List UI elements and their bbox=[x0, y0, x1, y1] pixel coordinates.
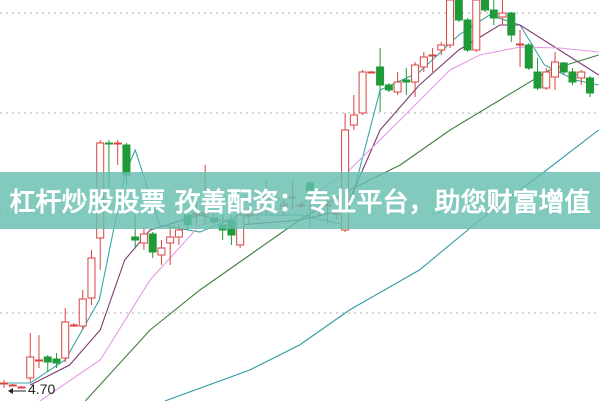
candle-body bbox=[542, 71, 551, 89]
candle-body bbox=[384, 84, 393, 91]
candle-body bbox=[393, 81, 402, 93]
candle-body bbox=[34, 359, 43, 362]
candle-body bbox=[61, 321, 70, 359]
candle-body bbox=[428, 54, 437, 57]
candle-body bbox=[437, 44, 446, 51]
candle-body bbox=[122, 144, 131, 176]
candle-body bbox=[52, 358, 61, 364]
low-marker-arrowhead bbox=[8, 388, 13, 394]
candle-body bbox=[516, 43, 525, 46]
candle-body bbox=[358, 71, 367, 114]
candle-body bbox=[446, 0, 455, 46]
candle-body bbox=[568, 71, 577, 83]
candle-body bbox=[113, 142, 122, 145]
candle-body bbox=[104, 142, 113, 145]
candle-body bbox=[0, 382, 8, 385]
low-price-label: 4.70 bbox=[28, 381, 56, 397]
candle-body bbox=[157, 247, 166, 256]
banner-text: 杠杆炒股股票 孜善配资：专业平台，助您财富增值 bbox=[9, 188, 591, 218]
candle-body bbox=[17, 386, 26, 389]
candle-body bbox=[402, 79, 411, 83]
candle-body bbox=[524, 44, 533, 69]
candle-body bbox=[419, 56, 428, 68]
promo-banner: 杠杆炒股股票 孜善配资：专业平台，助您财富增值 bbox=[0, 172, 600, 229]
candle-body bbox=[559, 62, 568, 73]
candle-body bbox=[551, 61, 560, 78]
candle-body bbox=[489, 9, 498, 19]
candle-body bbox=[166, 236, 175, 244]
candle-body bbox=[577, 71, 586, 79]
candle-body bbox=[8, 384, 17, 387]
candle-body bbox=[498, 12, 507, 18]
candle-body bbox=[376, 66, 385, 86]
candle-body bbox=[131, 236, 140, 241]
candle-body bbox=[586, 77, 594, 94]
candle-body bbox=[174, 229, 183, 238]
candle-body bbox=[507, 12, 516, 36]
candle-body bbox=[463, 19, 472, 51]
candle-body bbox=[87, 257, 96, 299]
candle-body bbox=[472, 0, 481, 51]
candle-body bbox=[148, 233, 157, 253]
candle-body bbox=[139, 233, 148, 244]
candle-body bbox=[43, 356, 52, 363]
candle-body bbox=[367, 71, 376, 74]
candle-body bbox=[533, 71, 542, 89]
candle-body bbox=[26, 356, 35, 379]
moving-average-line bbox=[164, 129, 600, 401]
candle-body bbox=[78, 298, 87, 327]
candle-body bbox=[454, 0, 463, 21]
candle-body bbox=[411, 64, 420, 83]
candle-body bbox=[481, 0, 490, 11]
candle-body bbox=[349, 114, 358, 126]
candle-body bbox=[69, 324, 78, 327]
